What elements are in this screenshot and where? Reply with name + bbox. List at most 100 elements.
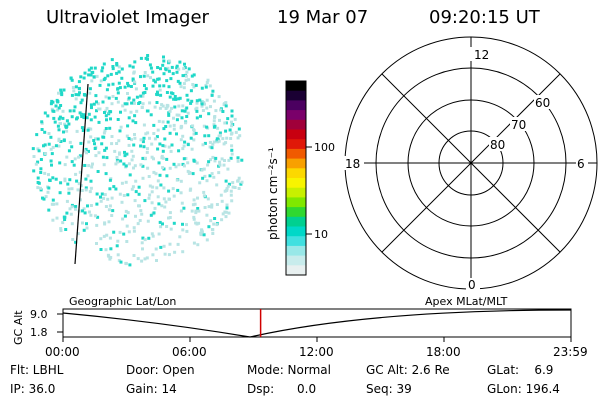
uv-pixel <box>192 215 196 219</box>
uv-pixel <box>204 85 208 89</box>
uv-pixel <box>132 143 136 147</box>
uv-pixel <box>167 189 171 193</box>
uv-pixel <box>160 154 164 158</box>
uv-pixel <box>195 101 199 105</box>
uv-pixel <box>153 105 157 109</box>
uv-pixel <box>65 211 69 215</box>
uv-pixel <box>148 193 152 197</box>
uv-pixel <box>123 102 127 106</box>
uv-pixel <box>240 158 244 162</box>
uv-pixel <box>205 125 209 129</box>
uv-pixel <box>202 190 206 194</box>
uv-pixel <box>104 146 108 150</box>
uv-pixel <box>169 227 173 231</box>
uv-pixel <box>75 117 78 121</box>
uv-pixel <box>137 185 141 189</box>
uv-pixel <box>93 142 96 146</box>
uv-pixel <box>58 191 62 195</box>
colorbar-segment <box>286 207 306 218</box>
uv-pixel <box>210 203 214 207</box>
uv-pixel <box>177 113 181 117</box>
uv-pixel <box>63 122 67 126</box>
uv-pixel <box>87 210 91 214</box>
uv-pixel <box>102 131 106 135</box>
uv-pixel <box>43 143 47 147</box>
uv-pixel <box>175 70 179 74</box>
uv-pixel <box>90 71 94 75</box>
uv-pixel <box>184 157 188 160</box>
uv-pixel <box>234 130 238 134</box>
uv-pixel <box>190 147 194 151</box>
uv-pixel <box>132 254 136 257</box>
uv-pixel <box>156 179 160 183</box>
uv-pixel <box>161 104 165 108</box>
polar-label-bg-6 <box>576 156 588 170</box>
uv-pixel <box>82 114 86 118</box>
uv-pixel <box>182 206 186 210</box>
uv-pixel <box>89 213 93 217</box>
uv-pixel <box>63 177 67 181</box>
uv-pixel <box>150 201 154 205</box>
colorbar-segment <box>286 236 306 247</box>
uv-pixel <box>39 171 43 174</box>
uv-pixel <box>133 60 137 64</box>
uv-pixel <box>149 213 153 217</box>
uv-pixel <box>172 194 176 198</box>
uv-pixel <box>138 101 142 104</box>
uv-pixel <box>118 151 122 155</box>
uv-pixel <box>40 120 44 124</box>
uv-pixel <box>63 218 67 221</box>
uv-pixel <box>192 128 196 132</box>
timeline-xtick-label: 12:00 <box>299 345 334 359</box>
uv-pixel <box>108 178 112 182</box>
uv-pixel <box>78 154 82 158</box>
uv-pixel <box>191 203 195 207</box>
uv-pixel <box>219 108 223 112</box>
uv-pixel <box>159 225 163 229</box>
uv-pixel <box>177 104 181 108</box>
uv-pixel <box>156 90 159 94</box>
uv-pixel <box>162 55 165 59</box>
uv-pixel <box>211 142 215 146</box>
uv-pixel <box>181 74 185 78</box>
uv-pixel <box>117 65 121 69</box>
uv-pixel <box>84 147 88 151</box>
info-mode: Mode: Normal <box>247 363 331 377</box>
uv-pixel <box>196 243 200 247</box>
colorbar-segment <box>286 265 306 276</box>
uv-pixel <box>199 231 203 235</box>
uv-pixel <box>171 72 175 76</box>
uv-pixel <box>192 73 196 77</box>
uv-pixel <box>175 118 179 122</box>
polar-ring-label-80: 80 <box>490 138 505 152</box>
uv-pixel <box>220 218 224 222</box>
uv-pixel <box>85 226 89 230</box>
uv-pixel <box>167 253 171 257</box>
uv-pixel <box>150 232 154 236</box>
uv-pixel <box>132 98 136 102</box>
uv-pixel <box>175 113 179 117</box>
uv-pixel <box>53 120 57 124</box>
uv-pixel <box>179 191 183 195</box>
polar-ring-label-60: 60 <box>535 96 550 110</box>
uv-pixel <box>117 70 121 74</box>
uv-pixel <box>207 134 211 138</box>
uv-pixel <box>140 106 144 109</box>
uv-pixel <box>143 257 147 261</box>
uv-pixel <box>169 149 173 153</box>
uv-pixel <box>59 104 63 107</box>
uv-pixel <box>87 127 91 131</box>
uv-pixel <box>182 144 186 148</box>
uv-pixel <box>120 76 124 80</box>
uv-pixel <box>110 58 114 62</box>
uv-pixel <box>105 233 109 237</box>
uv-pixel <box>128 64 132 68</box>
uv-pixel <box>115 71 119 75</box>
uv-pixel <box>92 102 96 106</box>
uv-pixel <box>216 126 220 130</box>
uv-pixel <box>80 189 84 192</box>
uv-pixel <box>108 204 112 208</box>
uv-pixel <box>62 215 66 219</box>
uv-pixel <box>156 147 160 151</box>
uv-pixel <box>127 162 131 166</box>
